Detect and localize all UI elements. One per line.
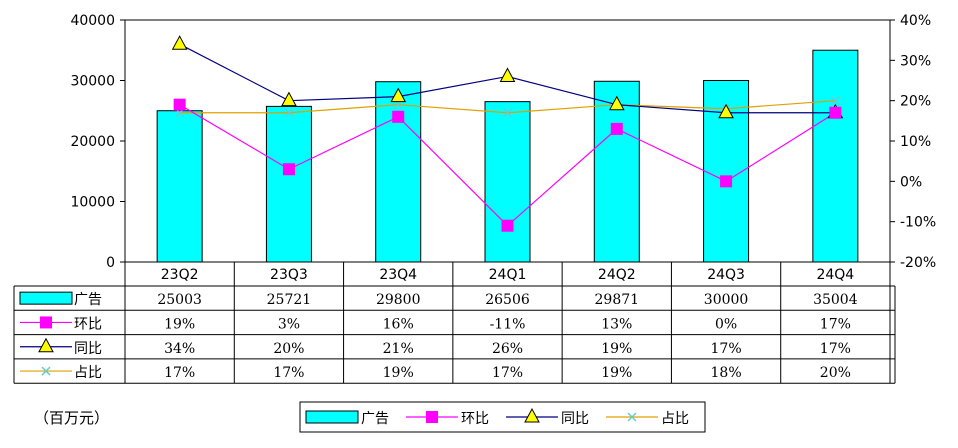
right-axis-label: -10% — [900, 215, 936, 231]
cell-环比-24Q1: -11% — [490, 316, 526, 332]
legend-label-环比: 环比 — [461, 411, 489, 427]
bar-23Q2 — [156, 110, 203, 263]
legend-key-环比 — [406, 411, 458, 423]
left-axis-label: 30000 — [70, 74, 115, 90]
point-占比-23Q3 — [284, 108, 294, 118]
x-category-24Q3: 24Q3 — [707, 267, 745, 283]
cell-占比-24Q2: 19% — [601, 365, 632, 381]
legend-key-占比 — [606, 412, 658, 422]
cell-广告-24Q3: 30000 — [704, 292, 749, 308]
cell-同比-23Q3: 20% — [273, 341, 304, 357]
legend-key-广告 — [305, 410, 359, 424]
cell-占比-23Q2: 17% — [164, 365, 195, 381]
bar-23Q3 — [265, 105, 312, 263]
x-category-24Q2: 24Q2 — [598, 267, 636, 283]
bar-24Q2 — [593, 80, 640, 263]
row-key-占比 — [20, 366, 72, 376]
cell-同比-24Q3: 17% — [711, 341, 742, 357]
cell-广告-24Q2: 29871 — [595, 292, 640, 308]
x-category-23Q3: 23Q3 — [270, 267, 308, 283]
bar-23Q4 — [375, 81, 422, 263]
cell-同比-23Q4: 21% — [383, 341, 414, 357]
row-label-同比: 同比 — [74, 341, 102, 357]
x-category-24Q1: 24Q1 — [489, 267, 527, 283]
point-同比-23Q3 — [281, 91, 297, 107]
row-key-环比 — [20, 316, 72, 329]
right-axis-label: 0% — [900, 174, 922, 190]
cell-占比-23Q4: 19% — [383, 365, 414, 381]
point-环比-23Q4 — [392, 110, 405, 123]
cell-占比-24Q4: 20% — [820, 365, 851, 381]
cell-占比-23Q3: 17% — [273, 365, 304, 381]
cell-同比-24Q4: 17% — [820, 341, 851, 357]
row-key-广告 — [19, 291, 73, 305]
legend-label-广告: 广告 — [361, 411, 389, 427]
point-同比-23Q4 — [390, 87, 407, 103]
point-环比-23Q2 — [173, 98, 186, 111]
cell-广告-23Q2: 25003 — [157, 292, 202, 308]
point-同比-24Q1 — [499, 67, 516, 82]
cell-环比-23Q3: 3% — [278, 316, 300, 332]
cell-占比-24Q1: 17% — [492, 365, 523, 381]
point-环比-24Q2 — [610, 122, 623, 135]
right-axis-label: 30% — [900, 53, 931, 69]
point-同比-23Q2 — [171, 35, 188, 50]
row-label-环比: 环比 — [74, 316, 102, 332]
left-axis-label: 20000 — [70, 134, 115, 150]
point-占比-24Q4 — [830, 96, 840, 106]
cell-同比-24Q1: 26% — [492, 341, 523, 357]
cell-广告-23Q4: 29800 — [376, 292, 421, 308]
right-axis-label: 10% — [900, 134, 931, 150]
left-axis-label: 40000 — [70, 13, 115, 29]
row-label-广告: 广告 — [74, 292, 102, 308]
cell-环比-24Q2: 13% — [601, 316, 632, 332]
cell-广告-23Q3: 25721 — [267, 292, 312, 308]
point-环比-24Q1 — [501, 219, 514, 232]
legend-key-同比 — [506, 407, 558, 423]
cell-环比-24Q4: 17% — [820, 316, 851, 332]
x-category-24Q4: 24Q4 — [816, 267, 854, 283]
bar-24Q4 — [812, 49, 859, 263]
left-axis-label: 10000 — [70, 195, 115, 211]
x-category-23Q2: 23Q2 — [161, 267, 199, 283]
point-环比-23Q3 — [282, 163, 295, 176]
cell-环比-23Q4: 16% — [383, 316, 414, 332]
unit-label: （百万元） — [34, 409, 110, 427]
legend-label-占比: 占比 — [661, 411, 689, 427]
cell-广告-24Q4: 35004 — [813, 292, 858, 308]
point-同比-24Q2 — [608, 95, 625, 111]
right-axis-label: -20% — [900, 255, 936, 271]
cell-同比-23Q2: 34% — [164, 341, 195, 357]
cell-同比-24Q2: 19% — [601, 341, 632, 357]
left-axis-label: 0 — [106, 255, 115, 271]
point-环比-24Q4 — [829, 106, 842, 119]
cell-占比-24Q3: 18% — [711, 365, 742, 381]
cell-广告-24Q1: 26506 — [485, 292, 530, 308]
right-axis-label: 40% — [900, 13, 931, 29]
cell-环比-24Q3: 0% — [715, 316, 737, 332]
right-axis-label: 20% — [900, 94, 931, 110]
legend-label-同比: 同比 — [561, 411, 589, 427]
point-占比-24Q1 — [502, 108, 513, 118]
cell-环比-23Q2: 19% — [164, 316, 195, 332]
row-label-占比: 占比 — [74, 365, 102, 381]
bar-24Q1 — [484, 101, 531, 263]
x-category-23Q4: 23Q4 — [379, 267, 417, 283]
point-环比-24Q3 — [720, 175, 733, 188]
point-同比-24Q3 — [718, 103, 734, 119]
row-key-同比 — [20, 337, 72, 353]
